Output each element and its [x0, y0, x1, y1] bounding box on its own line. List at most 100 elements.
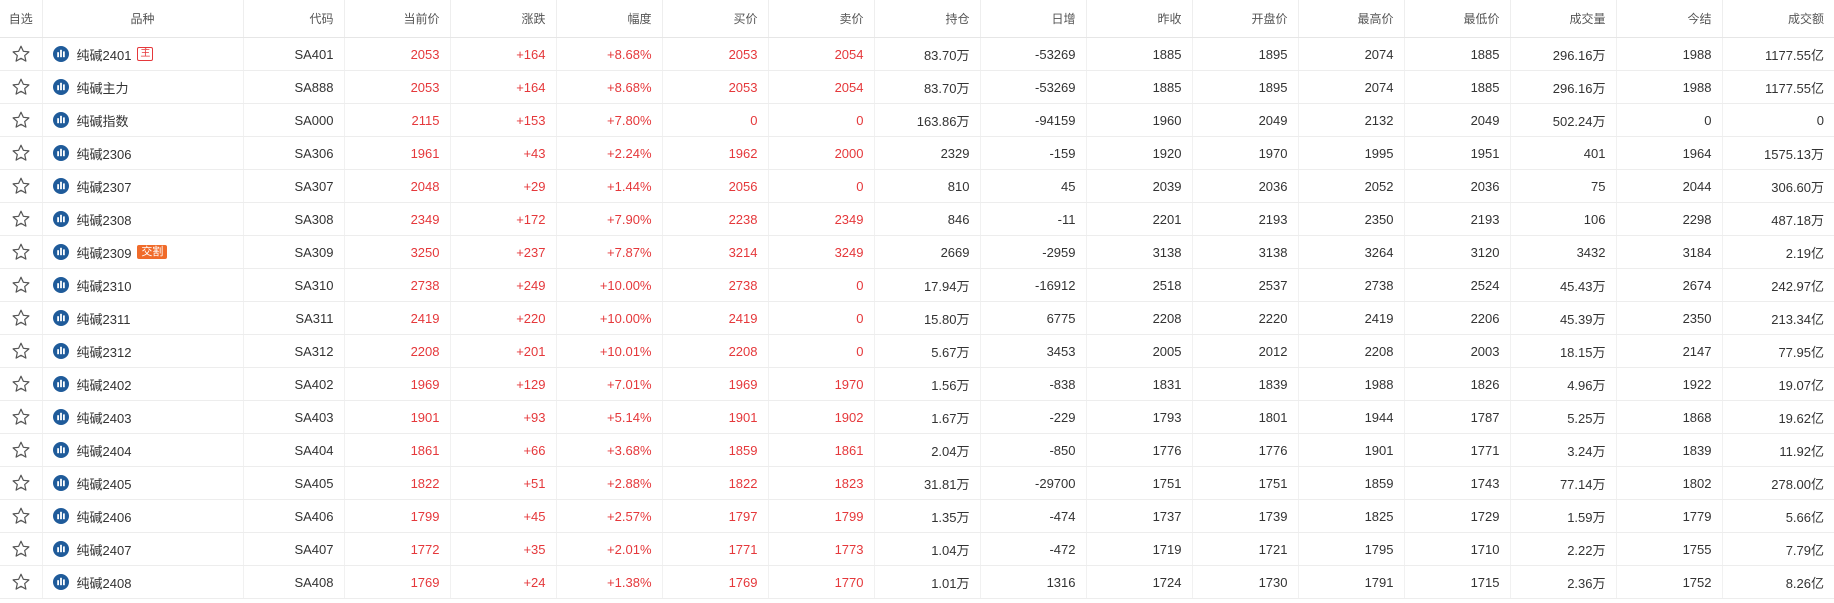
high-cell: 2738	[1298, 268, 1405, 302]
variety-cell[interactable]: 纯碱指数	[42, 103, 244, 137]
high-cell: 1995	[1298, 136, 1405, 170]
table-row[interactable]: 纯碱主力 SA888 2053 +164 +8.68% 2053 2054 83…	[0, 70, 1834, 104]
star-icon[interactable]	[11, 374, 31, 394]
exchange-logo-icon	[52, 277, 69, 293]
table-row[interactable]: 纯碱2309 交割 SA309 3250 +237 +7.87% 3214 324…	[0, 235, 1834, 269]
variety-cell[interactable]: 纯碱2311	[42, 301, 244, 335]
variety-name[interactable]: 纯碱2406	[76, 509, 132, 525]
table-row[interactable]: 纯碱2406 SA406 1799 +45 +2.57% 1797 1799 1…	[0, 499, 1834, 533]
star-icon[interactable]	[11, 209, 31, 229]
star-icon[interactable]	[11, 77, 31, 97]
table-row[interactable]: 纯碱2310 SA310 2738 +249 +10.00% 2738 0 17…	[0, 268, 1834, 302]
prev-close-cell: 1724	[1086, 565, 1193, 599]
header-ask[interactable]: 卖价	[768, 0, 875, 38]
variety-cell[interactable]: 纯碱2407	[42, 532, 244, 566]
variety-name[interactable]: 纯碱2310	[76, 278, 132, 294]
star-icon[interactable]	[11, 407, 31, 427]
variety-cell[interactable]: 纯碱2312	[42, 334, 244, 368]
table-row[interactable]: 纯碱2407 SA407 1772 +35 +2.01% 1771 1773 1…	[0, 532, 1834, 566]
header-prev-close[interactable]: 昨收	[1086, 0, 1193, 38]
table-row[interactable]: 纯碱2408 SA408 1769 +24 +1.38% 1769 1770 1…	[0, 565, 1834, 599]
table-row[interactable]: 纯碱2402 SA402 1969 +129 +7.01% 1969 1970 …	[0, 367, 1834, 401]
turnover-cell: 487.18万	[1722, 202, 1834, 236]
header-low[interactable]: 最低价	[1404, 0, 1511, 38]
star-icon[interactable]	[11, 110, 31, 130]
variety-cell[interactable]: 纯碱2307	[42, 169, 244, 203]
bid-cell: 1962	[662, 136, 769, 170]
variety-name[interactable]: 纯碱主力	[76, 80, 129, 96]
variety-name[interactable]: 纯碱2402	[76, 377, 132, 393]
variety-cell[interactable]: 纯碱2401 主	[42, 37, 244, 71]
header-current-price[interactable]: 当前价	[344, 0, 451, 38]
table-row[interactable]: 纯碱2404 SA404 1861 +66 +3.68% 1859 1861 2…	[0, 433, 1834, 467]
star-icon[interactable]	[11, 473, 31, 493]
table-row[interactable]: 纯碱2401 主 SA401 2053 +164 +8.68% 2053 2054…	[0, 37, 1834, 71]
variety-cell[interactable]: 纯碱2406	[42, 499, 244, 533]
star-icon[interactable]	[11, 440, 31, 460]
variety-cell[interactable]: 纯碱主力	[42, 70, 244, 104]
table-row[interactable]: 纯碱2405 SA405 1822 +51 +2.88% 1822 1823 3…	[0, 466, 1834, 500]
variety-name[interactable]: 纯碱2408	[76, 575, 132, 591]
ask-cell: 1770	[768, 565, 875, 599]
variety-name[interactable]: 纯碱2401	[76, 47, 132, 63]
table-row[interactable]: 纯碱2312 SA312 2208 +201 +10.01% 2208 0 5.…	[0, 334, 1834, 368]
header-change-percent[interactable]: 幅度	[556, 0, 663, 38]
variety-name[interactable]: 纯碱2309	[76, 245, 132, 261]
variety-cell[interactable]: 纯碱2306	[42, 136, 244, 170]
table-row[interactable]: 纯碱2308 SA308 2349 +172 +7.90% 2238 2349 …	[0, 202, 1834, 236]
settlement-cell: 3184	[1616, 235, 1723, 269]
variety-name[interactable]: 纯碱2311	[76, 311, 131, 327]
table-row[interactable]: 纯碱2306 SA306 1961 +43 +2.24% 1962 2000 2…	[0, 136, 1834, 170]
variety-name[interactable]: 纯碱2405	[76, 476, 132, 492]
change-cell: +164	[450, 70, 557, 104]
variety-cell[interactable]: 纯碱2404	[42, 433, 244, 467]
variety-name[interactable]: 纯碱2307	[76, 179, 132, 195]
price-cell: 2419	[344, 301, 451, 335]
header-change[interactable]: 涨跌	[450, 0, 557, 38]
change-cell: +237	[450, 235, 557, 269]
variety-cell[interactable]: 纯碱2402	[42, 367, 244, 401]
header-open-interest[interactable]: 持仓	[874, 0, 981, 38]
variety-name[interactable]: 纯碱2404	[76, 443, 132, 459]
variety-cell[interactable]: 纯碱2405	[42, 466, 244, 500]
star-icon[interactable]	[11, 539, 31, 559]
variety-cell[interactable]: 纯碱2310	[42, 268, 244, 302]
change-percent-cell: +8.68%	[556, 37, 663, 71]
star-icon[interactable]	[11, 308, 31, 328]
high-cell: 2052	[1298, 169, 1405, 203]
low-cell: 2206	[1404, 301, 1511, 335]
header-high[interactable]: 最高价	[1298, 0, 1405, 38]
header-oi-change[interactable]: 日增	[980, 0, 1087, 38]
star-icon[interactable]	[11, 275, 31, 295]
header-code[interactable]: 代码	[243, 0, 345, 38]
star-icon[interactable]	[11, 44, 31, 64]
table-row[interactable]: 纯碱2403 SA403 1901 +93 +5.14% 1901 1902 1…	[0, 400, 1834, 434]
header-settlement[interactable]: 今结	[1616, 0, 1723, 38]
variety-name[interactable]: 纯碱2308	[76, 212, 132, 228]
variety-name[interactable]: 纯碱指数	[76, 113, 129, 129]
table-row[interactable]: 纯碱指数 SA000 2115 +153 +7.80% 0 0 163.86万 …	[0, 103, 1834, 137]
star-icon[interactable]	[11, 242, 31, 262]
star-icon[interactable]	[11, 506, 31, 526]
variety-cell[interactable]: 纯碱2408	[42, 565, 244, 599]
variety-name[interactable]: 纯碱2407	[76, 542, 132, 558]
header-volume[interactable]: 成交量	[1510, 0, 1617, 38]
variety-name[interactable]: 纯碱2403	[76, 410, 132, 426]
header-bid[interactable]: 买价	[662, 0, 769, 38]
variety-cell[interactable]: 纯碱2403	[42, 400, 244, 434]
star-icon[interactable]	[11, 572, 31, 592]
table-row[interactable]: 纯碱2311 SA311 2419 +220 +10.00% 2419 0 15…	[0, 301, 1834, 335]
header-open[interactable]: 开盘价	[1192, 0, 1299, 38]
star-icon[interactable]	[11, 143, 31, 163]
star-icon[interactable]	[11, 341, 31, 361]
table-row[interactable]: 纯碱2307 SA307 2048 +29 +1.44% 2056 0 810 …	[0, 169, 1834, 203]
variety-cell[interactable]: 纯碱2309 交割	[42, 235, 244, 269]
prev-close-cell: 1737	[1086, 499, 1193, 533]
variety-name[interactable]: 纯碱2312	[76, 344, 132, 360]
variety-cell[interactable]: 纯碱2308	[42, 202, 244, 236]
settlement-cell: 1752	[1616, 565, 1723, 599]
star-icon[interactable]	[11, 176, 31, 196]
header-turnover[interactable]: 成交额	[1722, 0, 1834, 38]
header-variety[interactable]: 品种	[42, 0, 244, 38]
variety-name[interactable]: 纯碱2306	[76, 146, 132, 162]
